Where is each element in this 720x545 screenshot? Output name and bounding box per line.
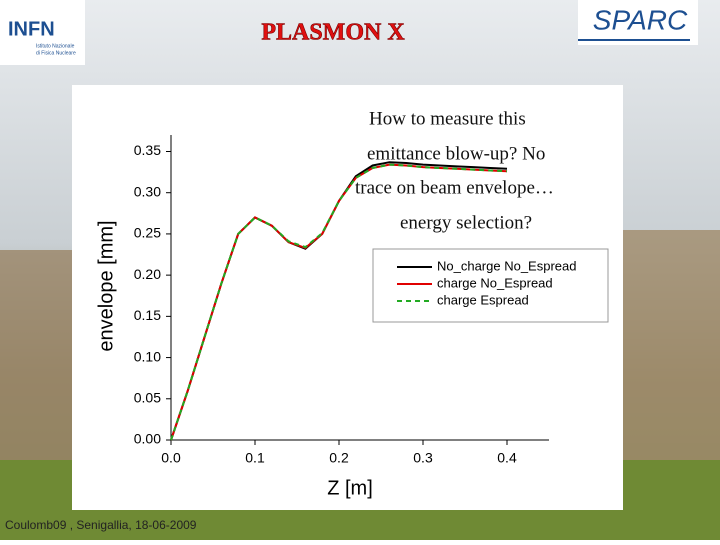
annotation: How to measure this [369,108,526,129]
y-tick-label: 0.00 [134,431,161,447]
data-line [170,163,508,441]
x-axis-label: Z [m] [327,477,373,499]
y-axis-label: envelope [mm] [95,220,117,351]
legend-label: charge No_Espread [437,275,553,290]
infn-subtitle: Istituto Nazionale [36,43,75,49]
tower-right [620,230,720,460]
y-tick-label: 0.30 [134,183,161,199]
infn-logo-box [0,0,85,65]
legend-box [372,248,609,323]
annotation: energy selection? [400,212,532,233]
x-tick-label: 0.0 [161,450,181,466]
x-tick-label: 0.1 [245,450,265,466]
annotation: trace on beam envelope… [355,177,554,198]
legend-label: charge Espread [437,292,529,307]
slide-title: PLASMON X [261,20,405,46]
y-tick-label: 0.10 [134,348,161,364]
legend-label: No_charge No_Espread [437,258,576,273]
y-tick-label: 0.20 [134,266,161,282]
y-tick-label: 0.15 [134,307,161,323]
tower-left [0,250,75,470]
infn-subtitle: di Fisica Nucleare [36,50,76,56]
x-tick-label: 0.4 [497,450,517,466]
x-tick-label: 0.3 [413,450,433,466]
y-tick-label: 0.35 [134,142,161,158]
infn-logo: INFN [8,18,55,40]
annotation: emittance blow-up? No [367,143,545,164]
x-tick-label: 0.2 [329,450,349,466]
sparc-logo: SPARC [593,4,688,35]
y-tick-label: 0.25 [134,225,161,241]
footer: Coulomb09 , Senigallia, 18-06-2009 [5,518,197,532]
chart: 0.00 0.05 0.10 0.15 0.20 0.25 0.30 0.35 0.0 0.1 0.… [95,108,609,499]
y-tick-label: 0.05 [134,389,161,405]
sparc-logo-box [578,0,698,45]
